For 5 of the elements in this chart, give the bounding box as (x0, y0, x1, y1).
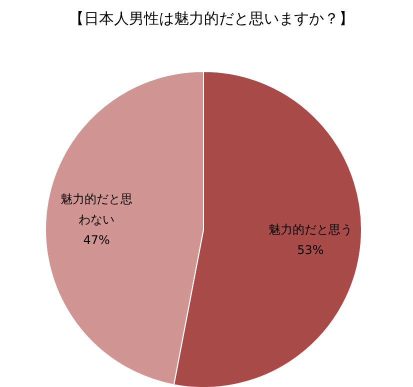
data-label: 47% (83, 232, 110, 247)
slice-label: 魅力的だと思う (268, 222, 352, 236)
slice-label: 魅力的だと思わない (60, 192, 133, 226)
data-label: 53% (297, 242, 324, 257)
chart-title: 【日本人男性は魅力的だと思いますか？】 (68, 10, 354, 28)
